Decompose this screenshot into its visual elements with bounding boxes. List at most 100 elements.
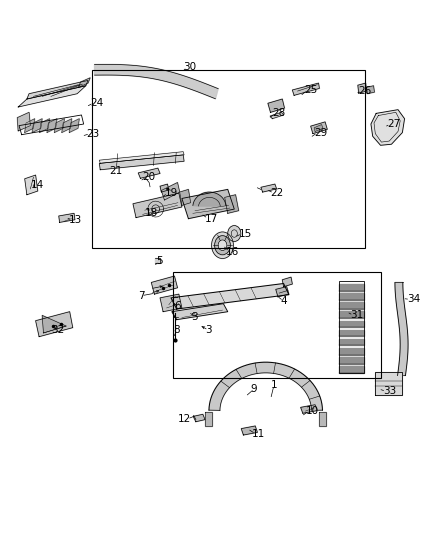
Polygon shape [172, 304, 228, 320]
Text: 15: 15 [239, 229, 252, 239]
Polygon shape [261, 184, 277, 192]
Text: 7: 7 [138, 290, 145, 301]
Polygon shape [358, 83, 367, 93]
Polygon shape [42, 316, 66, 333]
Text: 34: 34 [407, 294, 420, 304]
Polygon shape [99, 155, 184, 169]
Polygon shape [339, 293, 364, 300]
Polygon shape [78, 78, 90, 87]
Text: 10: 10 [305, 406, 318, 416]
Polygon shape [59, 213, 75, 222]
Polygon shape [25, 175, 38, 195]
Polygon shape [276, 287, 289, 297]
Text: 18: 18 [145, 208, 158, 219]
Polygon shape [270, 112, 284, 119]
Text: 29: 29 [314, 127, 328, 138]
Text: 4: 4 [280, 296, 287, 306]
Circle shape [215, 236, 230, 255]
Text: 26: 26 [359, 86, 372, 96]
Polygon shape [25, 119, 35, 133]
Polygon shape [367, 86, 374, 94]
Polygon shape [339, 339, 364, 345]
Text: 21: 21 [109, 166, 122, 176]
Text: 24: 24 [90, 98, 103, 108]
Text: 28: 28 [272, 108, 286, 118]
Text: 3: 3 [205, 325, 212, 335]
Polygon shape [292, 83, 319, 95]
Polygon shape [180, 189, 191, 205]
Circle shape [218, 240, 227, 251]
Polygon shape [339, 357, 364, 364]
Text: 3: 3 [191, 312, 198, 322]
Text: 12: 12 [177, 414, 191, 424]
Polygon shape [314, 125, 323, 132]
Polygon shape [171, 284, 289, 309]
Polygon shape [32, 119, 42, 133]
Polygon shape [39, 119, 49, 133]
Polygon shape [99, 152, 184, 164]
Text: 9: 9 [251, 384, 258, 394]
Polygon shape [95, 64, 218, 99]
Text: 16: 16 [226, 247, 239, 256]
Polygon shape [47, 119, 57, 133]
Polygon shape [225, 195, 239, 213]
Text: 8: 8 [173, 325, 180, 335]
Polygon shape [339, 330, 364, 336]
Text: 20: 20 [143, 172, 156, 182]
Circle shape [212, 232, 233, 259]
Polygon shape [155, 258, 160, 263]
Polygon shape [69, 119, 79, 133]
Polygon shape [339, 284, 364, 290]
Bar [92, 70, 365, 248]
Polygon shape [268, 99, 285, 112]
Text: 17: 17 [205, 214, 218, 224]
Polygon shape [205, 412, 212, 426]
Bar [339, 281, 364, 373]
Polygon shape [133, 193, 182, 217]
Text: 27: 27 [387, 119, 400, 129]
Text: 1: 1 [271, 380, 277, 390]
Polygon shape [300, 405, 317, 413]
Polygon shape [339, 348, 364, 354]
Polygon shape [138, 168, 160, 178]
Polygon shape [339, 311, 364, 318]
Polygon shape [395, 282, 408, 375]
Polygon shape [283, 277, 292, 287]
Text: 5: 5 [155, 256, 162, 266]
Text: 23: 23 [87, 128, 100, 139]
Polygon shape [193, 414, 205, 422]
Text: 32: 32 [51, 325, 64, 335]
Text: 25: 25 [304, 85, 318, 95]
Polygon shape [54, 119, 64, 133]
Text: 11: 11 [252, 429, 265, 439]
Polygon shape [17, 112, 30, 131]
Polygon shape [339, 302, 364, 309]
Text: 19: 19 [164, 188, 178, 198]
Polygon shape [151, 276, 177, 294]
Text: 6: 6 [174, 301, 181, 311]
Polygon shape [241, 426, 258, 435]
Polygon shape [371, 110, 405, 146]
Polygon shape [375, 372, 403, 395]
Polygon shape [319, 412, 326, 426]
Polygon shape [339, 366, 364, 373]
Polygon shape [182, 189, 234, 219]
Polygon shape [311, 122, 327, 134]
Polygon shape [35, 312, 73, 337]
Text: 31: 31 [350, 310, 363, 320]
Text: 33: 33 [383, 386, 396, 397]
Polygon shape [18, 86, 86, 107]
Text: 22: 22 [271, 188, 284, 198]
Circle shape [228, 225, 241, 241]
Polygon shape [161, 182, 180, 200]
Text: 30: 30 [183, 62, 196, 72]
Polygon shape [160, 294, 182, 312]
Polygon shape [193, 192, 226, 206]
Polygon shape [160, 184, 169, 192]
Polygon shape [27, 80, 88, 99]
Text: 14: 14 [30, 180, 44, 190]
Polygon shape [62, 119, 72, 133]
Polygon shape [209, 362, 322, 410]
Bar [173, 272, 381, 378]
Text: 13: 13 [69, 215, 82, 225]
